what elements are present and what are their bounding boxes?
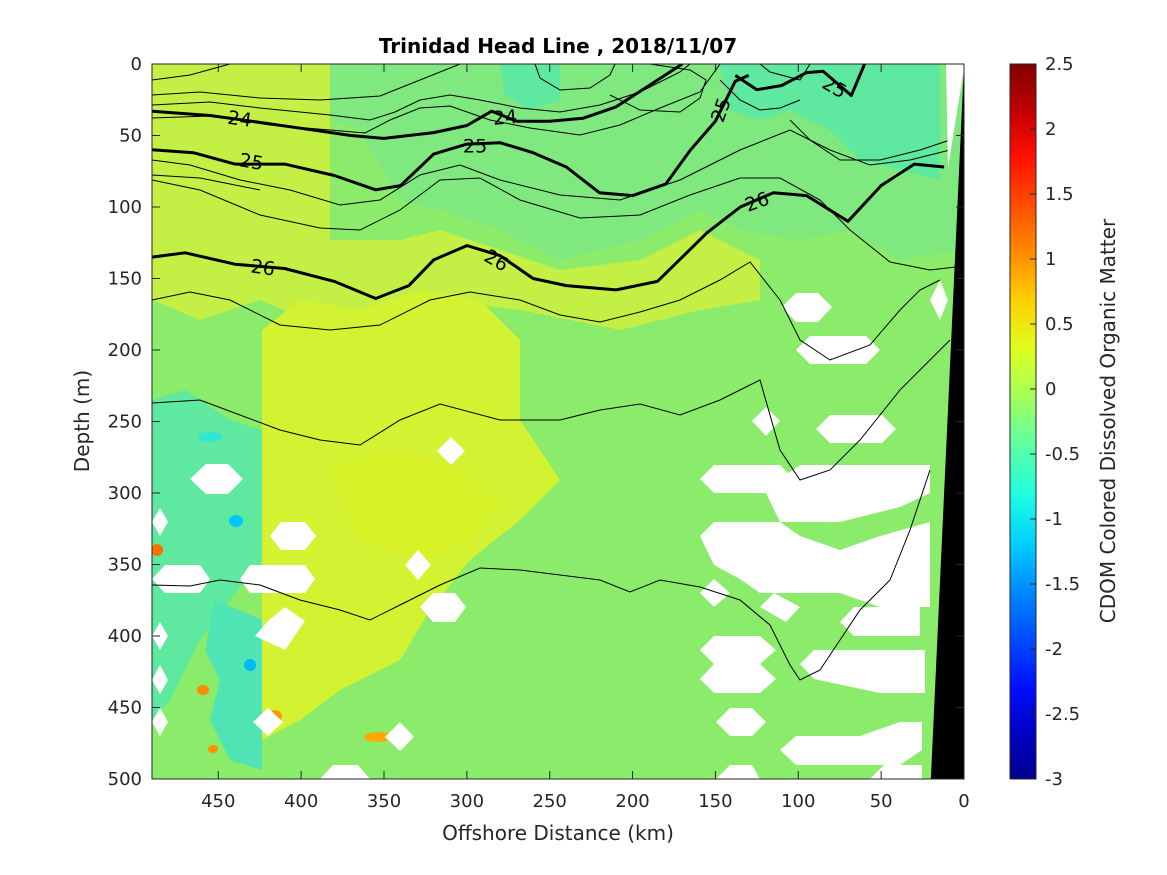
colorbar-tick-label: -3: [1045, 769, 1063, 790]
colorbar-tick-label: -2: [1045, 639, 1063, 660]
surface-cyan-patch: [500, 64, 560, 110]
offshore-cyan-patch-2: [205, 600, 262, 770]
contour-24-line: [152, 64, 684, 140]
contour-label: 24: [226, 107, 253, 132]
cyan-spot: [229, 515, 243, 527]
contour-label-group: 26: [249, 255, 276, 280]
y-tick-label: 50: [119, 126, 142, 147]
surface-cyan-patch-2: [720, 64, 940, 180]
x-tick-label: 450: [201, 791, 235, 812]
y-axis-label: Depth (m): [70, 370, 94, 472]
bold-contours: [152, 64, 945, 300]
x-tick-label: 0: [958, 791, 969, 812]
y-tick-label: 150: [108, 269, 142, 290]
y-tick-label: 400: [108, 626, 142, 647]
x-axis-label: Offshore Distance (km): [442, 821, 674, 845]
colorbar-label: CDOM Colored Dissolved Organic Matter: [1096, 218, 1120, 623]
midwater-yellow-patch: [330, 450, 500, 560]
y-tick-label: 450: [108, 698, 142, 719]
coast-gap: [946, 64, 964, 168]
contour-label-group: 25: [463, 136, 487, 158]
y-tick-label: 500: [108, 769, 142, 790]
x-tick-label: 250: [533, 791, 567, 812]
y-tick-label: 200: [108, 340, 142, 361]
x-axis: 450 400 350 300 250 200 150 100 50 0: [201, 64, 970, 812]
colorbar-tick-label: 1: [1045, 249, 1056, 270]
contour-label-group: 25: [237, 149, 265, 175]
y-axis: 0 50 100 150 200 250 300 350 400 450 500: [108, 54, 964, 790]
orange-spot-2: [197, 685, 209, 695]
no-data-regions: [152, 280, 948, 779]
contour-25-line: [152, 74, 750, 198]
colorbar-tick-label: -1: [1045, 509, 1063, 530]
colorbar-tick-label: 2.5: [1045, 54, 1074, 75]
x-tick-label: 150: [698, 791, 732, 812]
upper-offshore-yellowgreen-region: [152, 64, 760, 330]
thin-contours: [152, 64, 964, 681]
colorbar-tick-label: -1.5: [1045, 574, 1080, 595]
colorbar-tick-label: 0: [1045, 379, 1056, 400]
x-tick-label: 300: [450, 791, 484, 812]
colorbar-tick-label: -2.5: [1045, 704, 1080, 725]
chart-title: Trinidad Head Line , 2018/11/07: [379, 34, 737, 58]
colorbar-tick-label: 0.5: [1045, 314, 1074, 335]
cyan-spot-3: [198, 432, 222, 442]
contour-26-line: [152, 162, 945, 300]
contour-label-group: 24: [226, 107, 253, 132]
colorbar-tick-label: -0.5: [1045, 444, 1080, 465]
x-tick-label: 200: [615, 791, 649, 812]
contour-label: 24: [492, 106, 518, 130]
contour-25-line: [734, 64, 866, 97]
colorbar: [1009, 63, 1037, 780]
y-tick-label: 0: [131, 54, 142, 75]
x-tick-label: 100: [781, 791, 815, 812]
contour-label-group: 24: [492, 106, 518, 130]
y-tick-label: 350: [108, 555, 142, 576]
x-tick-label: 350: [367, 791, 401, 812]
orange-spot-4: [364, 732, 392, 742]
colorbar-tick-label: 2: [1045, 119, 1056, 140]
colorbar-ticks: 2.5 2 1.5 1 0.5 0 -0.5 -1 -1.5 -2 -2.5 -3: [1030, 54, 1080, 790]
contour-label: 26: [249, 255, 276, 280]
orange-spot-3: [208, 745, 218, 753]
contour-label: 25: [237, 149, 265, 175]
orange-spot: [152, 544, 163, 556]
y-tick-label: 300: [108, 483, 142, 504]
x-tick-label: 50: [870, 791, 893, 812]
x-tick-label: 400: [284, 791, 318, 812]
cyan-spot-2: [244, 659, 256, 671]
colorbar-tick-label: 1.5: [1045, 184, 1074, 205]
y-tick-label: 250: [108, 412, 142, 433]
y-tick-label: 100: [108, 197, 142, 218]
bathymetry-mask: [930, 64, 964, 779]
contour-label: 25: [463, 136, 487, 158]
